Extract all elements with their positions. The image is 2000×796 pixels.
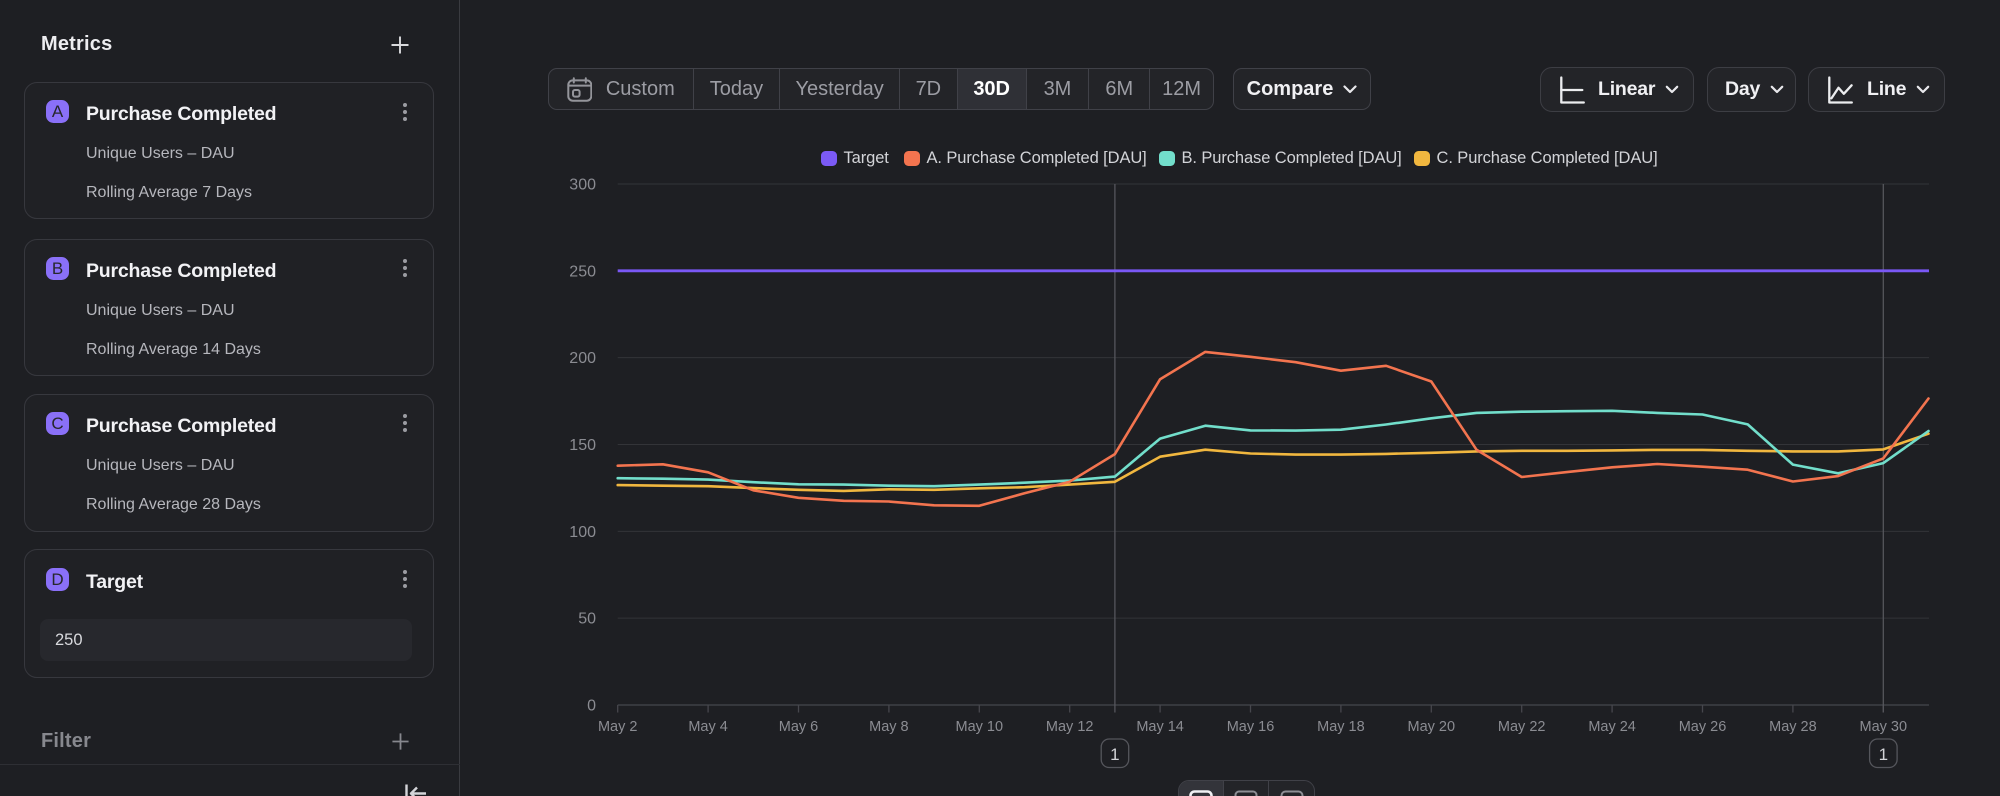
svg-text:May 24: May 24 bbox=[1588, 719, 1636, 735]
svg-text:May 4: May 4 bbox=[688, 719, 728, 735]
svg-text:May 26: May 26 bbox=[1679, 719, 1727, 735]
svg-text:May 18: May 18 bbox=[1317, 719, 1365, 735]
svg-text:May 16: May 16 bbox=[1227, 719, 1275, 735]
svg-text:0: 0 bbox=[587, 698, 596, 715]
svg-text:250: 250 bbox=[569, 263, 596, 280]
svg-text:1: 1 bbox=[1110, 745, 1119, 764]
svg-text:May 22: May 22 bbox=[1498, 719, 1546, 735]
svg-text:1: 1 bbox=[1879, 745, 1888, 764]
svg-text:300: 300 bbox=[569, 177, 596, 194]
svg-text:May 28: May 28 bbox=[1769, 719, 1817, 735]
svg-text:May 8: May 8 bbox=[869, 719, 909, 735]
svg-text:May 12: May 12 bbox=[1046, 719, 1094, 735]
svg-text:200: 200 bbox=[569, 350, 596, 367]
svg-text:May 20: May 20 bbox=[1408, 719, 1456, 735]
svg-text:50: 50 bbox=[578, 611, 596, 628]
svg-text:May 30: May 30 bbox=[1860, 719, 1908, 735]
svg-text:100: 100 bbox=[569, 524, 596, 541]
svg-text:150: 150 bbox=[569, 437, 596, 454]
svg-text:May 6: May 6 bbox=[779, 719, 819, 735]
svg-text:May 14: May 14 bbox=[1136, 719, 1184, 735]
svg-text:May 10: May 10 bbox=[956, 719, 1004, 735]
svg-text:May 2: May 2 bbox=[598, 719, 638, 735]
